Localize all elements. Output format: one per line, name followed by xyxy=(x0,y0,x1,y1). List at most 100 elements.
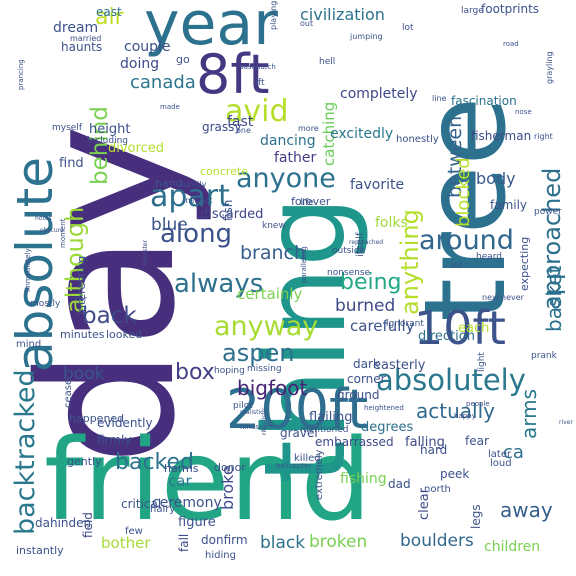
word: fear xyxy=(465,434,489,448)
word: flailing xyxy=(309,410,353,425)
word: life xyxy=(300,198,314,208)
word: mind xyxy=(16,339,42,350)
word: completely xyxy=(340,86,418,102)
word: more xyxy=(298,124,319,133)
word: hard xyxy=(420,443,448,457)
word: killed xyxy=(294,453,321,464)
word: box xyxy=(175,360,215,385)
word: knew xyxy=(262,221,286,231)
word: favorite xyxy=(350,177,405,193)
word: figure xyxy=(178,515,216,530)
word: notes xyxy=(35,215,52,222)
word: evidently xyxy=(97,416,153,430)
word: height xyxy=(89,122,131,137)
word: right xyxy=(534,132,553,141)
word: old xyxy=(450,261,463,270)
word: avid xyxy=(225,94,289,129)
word: grassy xyxy=(202,120,242,134)
word: immediately xyxy=(24,248,32,292)
word: 10ft xyxy=(414,301,506,355)
word: certainly xyxy=(237,285,303,303)
word: being xyxy=(340,270,402,295)
word: line xyxy=(432,94,447,103)
word: easterly xyxy=(373,358,426,373)
word: car xyxy=(168,472,192,490)
word: light xyxy=(477,352,487,372)
word: instantly xyxy=(16,544,64,557)
word: divorced xyxy=(108,141,164,156)
word: few xyxy=(125,526,143,537)
word: donfirm xyxy=(201,533,248,547)
word: heard xyxy=(476,252,503,262)
word: friend xyxy=(44,416,372,546)
word: paralleling xyxy=(300,246,308,283)
word: including xyxy=(87,136,128,146)
word: backed xyxy=(115,450,194,475)
word: fish xyxy=(221,199,235,221)
word: hiding xyxy=(205,550,236,561)
word: children xyxy=(484,539,541,555)
word: back xyxy=(82,303,137,329)
word: firmly xyxy=(97,433,132,447)
word: hell xyxy=(319,57,336,67)
word: civilization xyxy=(300,5,385,24)
word: prank xyxy=(531,351,557,361)
word: hoping xyxy=(214,366,245,376)
word: minutes xyxy=(60,328,105,341)
word: dahinden xyxy=(35,516,92,530)
word: people xyxy=(466,400,490,408)
word: east xyxy=(96,5,122,19)
word: 8ft xyxy=(196,43,270,106)
word: black xyxy=(260,533,306,553)
word: obscure xyxy=(40,227,64,234)
word: haunts xyxy=(61,40,103,54)
word: missing xyxy=(247,364,282,374)
word: ceremony xyxy=(152,495,222,511)
word: boulders xyxy=(400,531,474,551)
word: ca xyxy=(503,442,524,463)
word: dancing xyxy=(260,133,316,149)
word: out xyxy=(300,19,314,28)
word: luckily xyxy=(181,180,207,189)
word: corner xyxy=(347,372,386,386)
word: footprints xyxy=(481,2,540,16)
word: later xyxy=(488,449,512,460)
word: fast xyxy=(227,114,254,130)
word: excitedly xyxy=(330,126,394,142)
word: forever xyxy=(291,195,331,208)
word: branch xyxy=(240,242,307,264)
word: father xyxy=(274,150,317,166)
word: river xyxy=(559,419,573,426)
word: expecting xyxy=(518,236,531,291)
word: air xyxy=(95,5,124,30)
word: fisherman xyxy=(471,129,532,143)
word: helicopter xyxy=(276,462,312,470)
word: heightened xyxy=(364,404,404,412)
word: sasquatch xyxy=(240,63,276,71)
word: pilot xyxy=(233,401,253,411)
word: mostly xyxy=(30,299,61,309)
word: along xyxy=(160,219,233,249)
word: jumping xyxy=(350,32,383,41)
word: large xyxy=(461,6,484,16)
word: dad xyxy=(388,477,411,491)
word: prancing xyxy=(17,59,25,90)
word: ignorant xyxy=(386,319,424,329)
word: family xyxy=(490,198,528,212)
word: happened xyxy=(69,412,125,425)
word: gently xyxy=(67,455,102,468)
word: instinct xyxy=(183,196,213,205)
word: absolutely xyxy=(376,363,526,397)
word: always xyxy=(174,269,264,299)
word: reproached xyxy=(349,239,384,246)
word: fascination xyxy=(451,94,517,108)
word: donor xyxy=(214,461,246,474)
word: ground xyxy=(337,388,380,402)
word: burned xyxy=(335,296,396,316)
word: discarded xyxy=(200,207,264,222)
word: doing xyxy=(120,56,160,72)
word: gravel xyxy=(280,426,318,440)
word: myself xyxy=(52,123,82,133)
word: find xyxy=(59,156,84,171)
word: anyone xyxy=(236,163,336,194)
